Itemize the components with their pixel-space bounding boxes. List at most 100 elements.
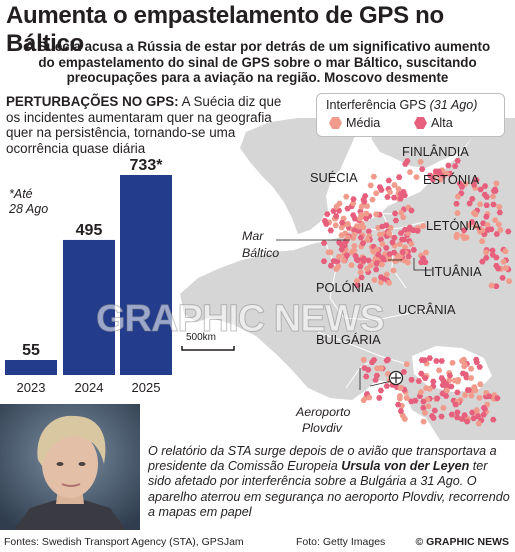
interference-hex: [481, 183, 489, 189]
interference-hex: [419, 166, 426, 172]
interference-hex: [422, 375, 429, 381]
interference-hex: [494, 395, 501, 401]
interference-hex: [356, 215, 364, 222]
interference-hex: [390, 194, 398, 201]
continent-land: [180, 118, 515, 440]
interference-hex: [408, 241, 415, 247]
interference-hex: [348, 262, 355, 268]
map-legend: Interferência GPS (31 Ago) Média Alta: [316, 93, 505, 137]
interference-hex: [479, 238, 486, 244]
interference-hex: [452, 401, 459, 408]
interference-hex: [370, 173, 377, 180]
interference-hex: [480, 412, 487, 418]
interference-hex: [418, 370, 425, 377]
interference-hex: [454, 389, 461, 396]
sources: Fontes: Swedish Transport Agency (STA), …: [4, 536, 244, 548]
interference-hex: [476, 201, 484, 207]
interference-hex: [466, 200, 473, 207]
interference-hex: [415, 378, 422, 384]
interference-hex: [448, 411, 455, 418]
scale-bar: 500km: [181, 332, 235, 351]
interference-hex: [472, 223, 479, 229]
interference-hex: [351, 216, 359, 222]
interference-hex: [454, 409, 461, 416]
interference-hex: [422, 249, 430, 256]
airport-label-line: Plovdiv: [302, 421, 343, 435]
country-label-ukraine: UCRÂNIA: [398, 302, 456, 317]
map: 500km FINLÂNDIA ESTÓNIA SUÉCIA LETÓNIA L…: [180, 118, 515, 440]
interference-hex: [430, 378, 437, 385]
intro-text: PERTURBAÇÕES NO GPS: A Suécia diz que os…: [6, 94, 288, 156]
interference-hex: [495, 265, 502, 272]
interference-hex: [376, 395, 383, 401]
interference-hex: [377, 387, 385, 394]
sea-label-line: Báltico: [242, 246, 279, 260]
interference-hex: [384, 194, 391, 200]
interference-hex: [417, 389, 425, 395]
interference-hex: [492, 217, 499, 223]
caption-text: ter sido afetado por interferência sobre…: [148, 459, 510, 519]
interference-hex: [350, 196, 357, 202]
interference-hex: [483, 255, 490, 261]
interference-hex: [397, 191, 405, 197]
interference-hex: [419, 223, 427, 229]
interference-hex: [496, 204, 503, 210]
country-label-estonia: ESTÓNIA: [423, 172, 480, 187]
interference-hex: [461, 235, 468, 241]
interference-hex: [402, 161, 409, 167]
interference-hex: [340, 257, 347, 263]
interference-hex: [465, 387, 472, 393]
interference-hex: [438, 358, 445, 364]
interference-hex: [363, 266, 371, 272]
interference-hex: [479, 258, 486, 265]
interference-hex: [486, 393, 493, 400]
interference-hex: [426, 172, 434, 179]
airport-marker: [388, 370, 404, 386]
interference-hex: [358, 274, 365, 281]
interference-hex: [410, 247, 417, 253]
interference-hex: [477, 381, 484, 387]
interference-hex: [323, 221, 330, 227]
interference-hex: [461, 361, 468, 368]
interference-hex: [417, 159, 424, 165]
interference-hex: [338, 224, 345, 231]
interference-hex: [434, 395, 441, 402]
interference-hex: [473, 359, 480, 366]
interference-hex: [366, 394, 373, 401]
interference-hex: [396, 174, 403, 180]
interference-hex: [395, 186, 402, 192]
interference-hex: [432, 168, 439, 175]
bar-2024: [63, 239, 115, 375]
interference-hex: [426, 386, 434, 392]
interference-hex: [379, 223, 386, 230]
hair: [37, 415, 106, 466]
interference-hex: [362, 215, 370, 222]
footnote-line: 28 Ago: [9, 202, 49, 216]
interference-hex: [421, 410, 429, 416]
hexagon-icon: [329, 117, 342, 129]
interference-hex: [400, 369, 407, 375]
category-label: 2023: [17, 380, 46, 395]
interference-hex: [406, 169, 414, 175]
interference-hex: [397, 253, 404, 260]
interference-hex: [418, 357, 426, 363]
border-line: [325, 243, 345, 319]
interference-hex: [365, 257, 372, 264]
interference-hex: [493, 231, 500, 237]
interference-hex: [352, 253, 359, 259]
interference-hex: [327, 227, 334, 234]
interference-hex: [373, 261, 380, 267]
interference-hex: [453, 201, 460, 207]
interference-hex: [468, 219, 476, 225]
interference-hex: [391, 182, 398, 188]
interference-hex: [464, 418, 471, 425]
interference-hex: [340, 215, 347, 222]
bar-chart: 55 2023 495 2024 733* 2025: [5, 157, 172, 395]
interference-hex: [375, 252, 382, 258]
interference-hex: [376, 184, 384, 190]
interference-hex: [350, 232, 358, 238]
interference-hex: [489, 247, 496, 254]
interference-hex: [420, 405, 427, 411]
bar-2023: [5, 359, 57, 375]
interference-hex: [373, 211, 380, 217]
